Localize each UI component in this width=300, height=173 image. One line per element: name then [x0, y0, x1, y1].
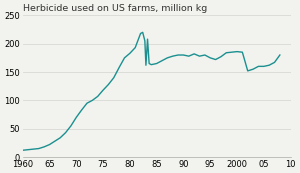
Text: Herbicide used on US farms, million kg: Herbicide used on US farms, million kg [23, 4, 207, 13]
